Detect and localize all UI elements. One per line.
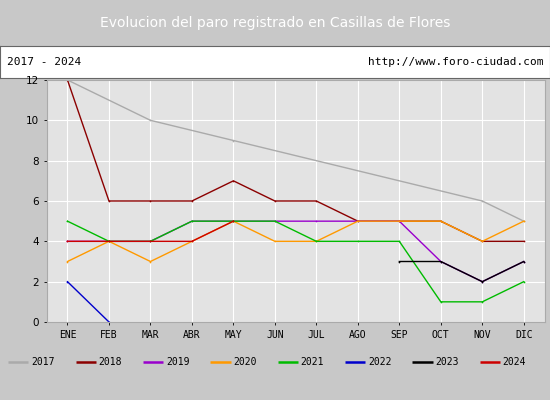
Text: 2024: 2024 (503, 357, 526, 367)
Text: 2019: 2019 (166, 357, 189, 367)
Text: 2020: 2020 (233, 357, 257, 367)
Text: 2018: 2018 (98, 357, 122, 367)
Text: http://www.foro-ciudad.com: http://www.foro-ciudad.com (368, 57, 543, 67)
Text: Evolucion del paro registrado en Casillas de Flores: Evolucion del paro registrado en Casilla… (100, 16, 450, 30)
Text: 2017: 2017 (31, 357, 54, 367)
Text: 2021: 2021 (301, 357, 324, 367)
Text: 2023: 2023 (436, 357, 459, 367)
Text: 2017 - 2024: 2017 - 2024 (7, 57, 81, 67)
Text: 2022: 2022 (368, 357, 392, 367)
